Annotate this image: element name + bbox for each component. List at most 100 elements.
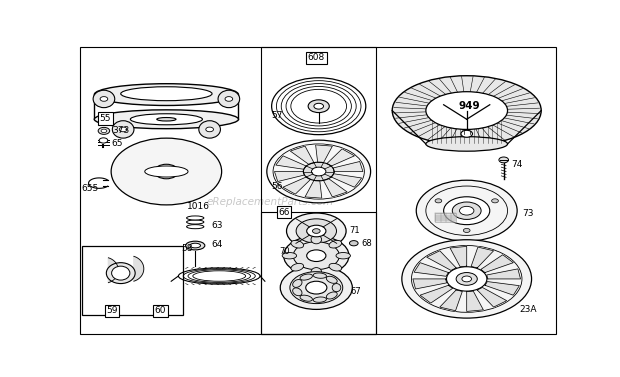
Circle shape	[280, 266, 352, 310]
Text: 73: 73	[522, 209, 533, 218]
Ellipse shape	[293, 279, 302, 287]
Polygon shape	[420, 285, 453, 303]
Ellipse shape	[112, 121, 134, 138]
Text: 56: 56	[271, 182, 283, 191]
Polygon shape	[290, 146, 314, 164]
Polygon shape	[427, 251, 456, 270]
Ellipse shape	[157, 118, 176, 121]
Text: 66: 66	[278, 208, 290, 217]
Text: 608: 608	[308, 53, 325, 62]
Circle shape	[308, 100, 329, 113]
Ellipse shape	[392, 76, 541, 146]
Ellipse shape	[332, 284, 341, 292]
Text: 59: 59	[107, 307, 118, 315]
Text: 60: 60	[154, 307, 166, 315]
Text: 949: 949	[459, 101, 480, 111]
Ellipse shape	[94, 84, 239, 106]
Ellipse shape	[311, 235, 322, 244]
Polygon shape	[487, 269, 521, 279]
Ellipse shape	[144, 166, 188, 177]
Ellipse shape	[313, 273, 327, 278]
Circle shape	[435, 199, 442, 203]
Polygon shape	[276, 156, 306, 169]
Circle shape	[283, 236, 349, 276]
Ellipse shape	[187, 220, 204, 224]
Circle shape	[99, 138, 108, 143]
Circle shape	[453, 202, 481, 219]
Polygon shape	[467, 291, 484, 311]
Circle shape	[492, 199, 498, 203]
Text: 1016: 1016	[187, 202, 210, 211]
Circle shape	[290, 272, 343, 303]
Ellipse shape	[121, 87, 212, 101]
Circle shape	[463, 228, 470, 233]
Ellipse shape	[218, 90, 240, 108]
Text: eReplacementParts.com: eReplacementParts.com	[206, 197, 334, 207]
Polygon shape	[331, 174, 361, 187]
Ellipse shape	[336, 253, 350, 259]
Text: 55: 55	[100, 114, 111, 123]
Circle shape	[206, 127, 213, 132]
Circle shape	[462, 276, 472, 282]
Ellipse shape	[187, 225, 204, 229]
Ellipse shape	[426, 137, 508, 151]
Polygon shape	[485, 282, 520, 295]
Text: 63: 63	[211, 221, 223, 230]
Text: 23A: 23A	[520, 305, 537, 314]
Bar	[82, 245, 184, 315]
Ellipse shape	[313, 297, 327, 302]
Circle shape	[459, 206, 474, 215]
Ellipse shape	[130, 114, 202, 125]
Polygon shape	[108, 258, 118, 283]
Polygon shape	[316, 145, 332, 163]
Circle shape	[312, 229, 320, 233]
Circle shape	[311, 167, 326, 176]
Ellipse shape	[326, 292, 337, 299]
Ellipse shape	[112, 266, 130, 280]
Circle shape	[456, 273, 477, 285]
Circle shape	[306, 281, 327, 294]
Polygon shape	[327, 149, 355, 166]
Bar	[261, 47, 376, 334]
Text: 655: 655	[81, 184, 99, 193]
Bar	[261, 212, 376, 334]
Ellipse shape	[107, 263, 135, 284]
Circle shape	[307, 225, 326, 237]
Ellipse shape	[293, 288, 302, 296]
Circle shape	[101, 129, 107, 133]
Ellipse shape	[187, 216, 204, 220]
Circle shape	[286, 213, 346, 249]
Ellipse shape	[282, 253, 296, 259]
Ellipse shape	[426, 92, 508, 129]
Circle shape	[225, 97, 232, 101]
Ellipse shape	[190, 243, 200, 248]
Polygon shape	[450, 247, 467, 267]
Text: 70: 70	[279, 247, 290, 256]
Ellipse shape	[329, 264, 342, 271]
Text: 67: 67	[350, 288, 361, 296]
Circle shape	[267, 140, 371, 203]
Text: 373: 373	[113, 126, 130, 135]
Polygon shape	[283, 177, 311, 194]
Polygon shape	[413, 279, 446, 289]
Text: 58: 58	[181, 244, 192, 253]
Ellipse shape	[185, 241, 205, 250]
Text: 68: 68	[361, 239, 372, 248]
Polygon shape	[414, 263, 448, 276]
Circle shape	[98, 127, 110, 134]
Circle shape	[119, 127, 127, 132]
Circle shape	[499, 157, 508, 163]
Circle shape	[111, 138, 222, 205]
Polygon shape	[440, 290, 463, 311]
Ellipse shape	[326, 276, 337, 284]
Ellipse shape	[311, 268, 322, 276]
Circle shape	[446, 267, 487, 291]
Polygon shape	[275, 172, 304, 181]
Polygon shape	[134, 256, 144, 281]
Ellipse shape	[94, 110, 239, 129]
Circle shape	[154, 164, 179, 179]
Circle shape	[416, 180, 517, 241]
Circle shape	[402, 240, 531, 318]
Circle shape	[461, 130, 472, 137]
Bar	[435, 213, 456, 222]
